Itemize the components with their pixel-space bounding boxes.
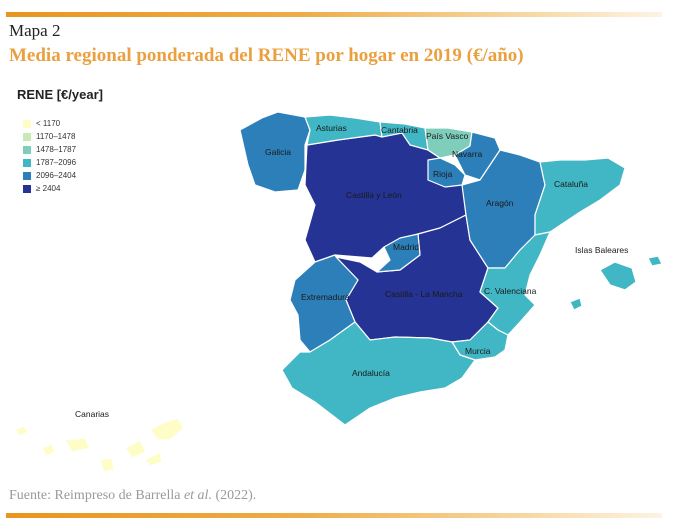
label-castilla-la-mancha: Castilla - La Mancha bbox=[385, 289, 463, 299]
region-asturias[interactable] bbox=[304, 114, 383, 146]
region-c-valenciana[interactable] bbox=[479, 231, 551, 336]
label-andalucia: Andalucía bbox=[352, 368, 390, 378]
legend-item: < 1170 bbox=[23, 117, 76, 130]
legend-label: < 1170 bbox=[36, 119, 61, 128]
label-cataluna: Cataluña bbox=[554, 179, 588, 189]
legend: < 1170 1170–1478 1478–1787 1787–2096 209… bbox=[23, 117, 76, 195]
label-cantabria: Cantabria bbox=[381, 125, 418, 135]
label-galicia: Galicia bbox=[265, 147, 291, 157]
region-madrid[interactable] bbox=[376, 233, 421, 273]
legend-title: RENE [€/year] bbox=[17, 87, 103, 102]
region-cantabria[interactable] bbox=[379, 121, 429, 151]
label-aragon: Aragón bbox=[486, 198, 514, 208]
label-murcia: Murcia bbox=[465, 346, 491, 356]
label-extremadura: Extremadura bbox=[301, 292, 350, 302]
region-galicia[interactable] bbox=[239, 111, 311, 193]
source-prefix: Fuente: Reimpreso de Barrella bbox=[9, 488, 184, 503]
legend-swatch bbox=[23, 119, 31, 128]
figure-label: Mapa 2 bbox=[9, 21, 61, 40]
legend-label: ≥ 2404 bbox=[36, 184, 61, 193]
legend-swatch bbox=[23, 132, 31, 141]
region-andalucia[interactable] bbox=[281, 321, 476, 426]
label-pais-vasco: País Vasco bbox=[426, 131, 469, 141]
legend-item: ≥ 2404 bbox=[23, 182, 76, 195]
legend-label: 1170–1478 bbox=[36, 132, 76, 141]
figure-title: Media regional ponderada del RENE por ho… bbox=[9, 45, 524, 66]
label-rioja: Rioja bbox=[433, 169, 453, 179]
source-suffix: (2022). bbox=[211, 488, 257, 503]
legend-swatch bbox=[23, 184, 31, 193]
legend-swatch bbox=[23, 171, 31, 180]
source-note: Fuente: Reimpreso de Barrella et al. (20… bbox=[9, 488, 256, 504]
legend-item: 1787–2096 bbox=[23, 156, 76, 169]
label-canarias: Canarias bbox=[75, 409, 109, 419]
label-madrid: Madrid bbox=[393, 242, 419, 252]
bottom-accent-bar bbox=[6, 513, 662, 518]
region-labels: Galicia Asturias Cantabria País Vasco Na… bbox=[75, 123, 628, 419]
legend-label: 2096–2404 bbox=[36, 171, 77, 180]
region-rioja[interactable] bbox=[427, 157, 466, 188]
region-islas-baleares[interactable] bbox=[569, 255, 663, 311]
label-castilla-y-leon: Castilla y León bbox=[346, 190, 402, 200]
legend-swatch bbox=[23, 158, 31, 167]
legend-label: 1787–2096 bbox=[36, 158, 77, 167]
label-islas-baleares: Islas Baleares bbox=[575, 245, 628, 255]
label-asturias: Asturias bbox=[316, 123, 347, 133]
label-c-valenciana: C. Valenciana bbox=[484, 286, 537, 296]
label-navarra: Navarra bbox=[452, 149, 483, 159]
top-accent-bar bbox=[6, 12, 662, 17]
legend-swatch bbox=[23, 145, 31, 154]
region-canarias[interactable] bbox=[14, 417, 185, 473]
legend-item: 1170–1478 bbox=[23, 130, 76, 143]
region-cataluna[interactable] bbox=[534, 157, 626, 236]
source-italic: et al. bbox=[183, 488, 212, 503]
legend-label: 1478–1787 bbox=[36, 145, 77, 154]
legend-item: 1478–1787 bbox=[23, 143, 76, 156]
legend-item: 2096–2404 bbox=[23, 169, 76, 182]
